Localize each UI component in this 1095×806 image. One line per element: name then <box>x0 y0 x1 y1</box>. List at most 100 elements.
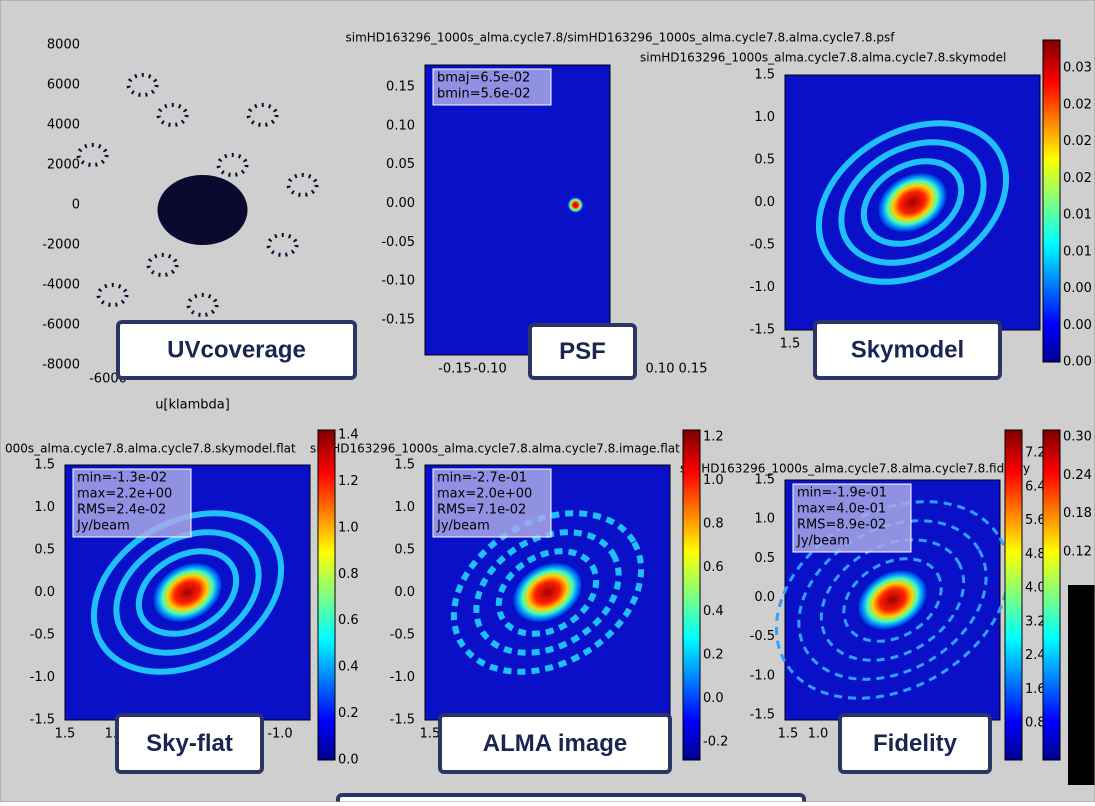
y-tick-label: 1.0 <box>754 512 775 527</box>
info-text: Jy/beam <box>796 534 850 549</box>
uv-points <box>158 175 248 245</box>
colorbar-label: 0.01 <box>1063 208 1092 223</box>
info-text: max=2.2e+00 <box>77 487 172 502</box>
terminal-line: sim <box>1070 686 1092 700</box>
y-tick-label: -1.5 <box>30 713 55 728</box>
y-tick-label: 0.5 <box>754 153 775 168</box>
colorbar-label: 0.0 <box>703 691 724 706</box>
callout-label: Sky-flat <box>146 730 233 757</box>
y-tick-label: -6000 <box>42 318 80 333</box>
y-tick-label: 1.0 <box>754 110 775 125</box>
info-text: min=-1.3e-02 <box>77 471 167 486</box>
y-tick-label: -1.5 <box>750 708 775 723</box>
colorbar-label: 0.03 <box>1063 61 1092 76</box>
y-tick-label: 1.0 <box>34 500 55 515</box>
y-tick-label: -4000 <box>42 278 80 293</box>
x-tick-label: -1.0 <box>267 727 292 742</box>
y-tick-label: -2000 <box>42 238 80 253</box>
colorbar-label: 1.2 <box>703 430 724 445</box>
y-tick-label: 0.00 <box>386 196 415 211</box>
terminal-line: sim <box>1070 724 1092 738</box>
psf-peak <box>568 197 584 213</box>
colorbar-label: 0.02 <box>1063 134 1092 149</box>
info-text: bmin=5.6e-02 <box>437 87 531 102</box>
y-tick-label: -0.15 <box>381 313 415 328</box>
colorbar <box>683 430 700 760</box>
colorbar-label: 0.2 <box>703 647 724 662</box>
y-tick-label: -0.5 <box>750 238 775 253</box>
y-tick-label: 1.5 <box>754 68 775 83</box>
terminal-line: sim <box>1070 629 1092 643</box>
info-text: min=-1.9e-01 <box>797 486 887 501</box>
y-tick-label: -1.5 <box>390 713 415 728</box>
info-text: bmaj=6.5e-02 <box>437 71 530 86</box>
x-tick-label: 1.5 <box>778 727 799 742</box>
info-text: RMS=7.1e-02 <box>437 503 526 518</box>
y-tick-label: 0.15 <box>386 80 415 95</box>
info-text: max=2.0e+00 <box>437 487 532 502</box>
x-tick-label: 1.5 <box>55 727 76 742</box>
terminal-line: sim <box>1070 705 1092 719</box>
empty-callout <box>338 795 804 802</box>
y-tick-label: 1.5 <box>34 458 55 473</box>
colorbar-label: 0.4 <box>338 660 359 675</box>
info-text: RMS=8.9e-02 <box>797 518 886 533</box>
colorbar-label: 0.01 <box>1063 244 1092 259</box>
colorbar-label: 0.2 <box>338 706 359 721</box>
callout-label: PSF <box>559 338 606 365</box>
callout-label: Fidelity <box>873 730 958 757</box>
colorbar-label: 0.4 <box>703 604 724 619</box>
colorbar <box>1043 40 1060 362</box>
colorbar-label: 0.18 <box>1063 506 1092 521</box>
callout-label: Skymodel <box>851 336 964 363</box>
y-tick-label: 2000 <box>47 158 80 173</box>
x-tick-label: 0.15 <box>679 362 708 377</box>
y-tick-label: -0.5 <box>750 629 775 644</box>
colorbar-label: 0.12 <box>1063 545 1092 560</box>
colorbar-label: 1.4 <box>338 428 359 443</box>
terminal-line: CAS <box>1070 591 1092 605</box>
terminal-line: sim <box>1070 610 1092 624</box>
y-tick-label: -0.5 <box>390 628 415 643</box>
y-tick-label: 0.0 <box>34 585 55 600</box>
y-tick-label: 0.0 <box>394 585 415 600</box>
x-axis-label: u[klambda] <box>155 398 230 413</box>
colorbar-label: 0.00 <box>1063 318 1092 333</box>
colorbar-label: 0.0 <box>338 753 359 768</box>
callout-label: UVcoverage <box>167 336 306 363</box>
colorbar-label: 0.00 <box>1063 355 1092 370</box>
colorbar-label: 1.2 <box>338 474 359 489</box>
screenshot: simHD163296_1000s_alma.cycle7.8/simHD163… <box>0 0 1095 802</box>
colorbar-label: 0.24 <box>1063 468 1092 483</box>
image <box>425 65 610 355</box>
colorbar-label: -0.2 <box>703 735 728 750</box>
x-tick-label: 0.10 <box>646 362 675 377</box>
y-tick-label: 8000 <box>47 38 80 53</box>
y-tick-label: 0.05 <box>386 157 415 172</box>
colorbar <box>1043 430 1060 760</box>
y-tick-label: 0.5 <box>754 551 775 566</box>
y-tick-label: -0.05 <box>381 235 415 250</box>
y-tick-label: 6000 <box>47 78 80 93</box>
y-tick-label: 0.5 <box>34 543 55 558</box>
y-tick-label: 0 <box>72 198 80 213</box>
title: simHD163296_1000s_alma.cycle7.8/simHD163… <box>346 31 896 45</box>
colorbar-label: 0.8 <box>703 517 724 532</box>
y-tick-label: 1.5 <box>754 473 775 488</box>
title: simHD163296_1000s_alma.cycle7.8.alma.cyc… <box>680 462 1030 476</box>
x-tick-label: -0.15 <box>438 362 472 377</box>
y-tick-label: 0.0 <box>754 590 775 605</box>
colorbar-label: 1.0 <box>703 473 724 488</box>
colorbar <box>318 430 335 760</box>
y-tick-label: -1.0 <box>30 670 55 685</box>
colorbar <box>1005 430 1022 760</box>
colorbar-label: 0.02 <box>1063 97 1092 112</box>
y-tick-label: -1.0 <box>750 280 775 295</box>
info-text: Jy/beam <box>436 519 490 534</box>
colorbar-label: 0.00 <box>1063 281 1092 296</box>
info-text: Jy/beam <box>76 519 130 534</box>
colorbar-label: 0.02 <box>1063 171 1092 186</box>
y-tick-label: 4000 <box>47 118 80 133</box>
y-tick-label: -8000 <box>42 358 80 373</box>
info-text: RMS=2.4e-02 <box>77 503 166 518</box>
